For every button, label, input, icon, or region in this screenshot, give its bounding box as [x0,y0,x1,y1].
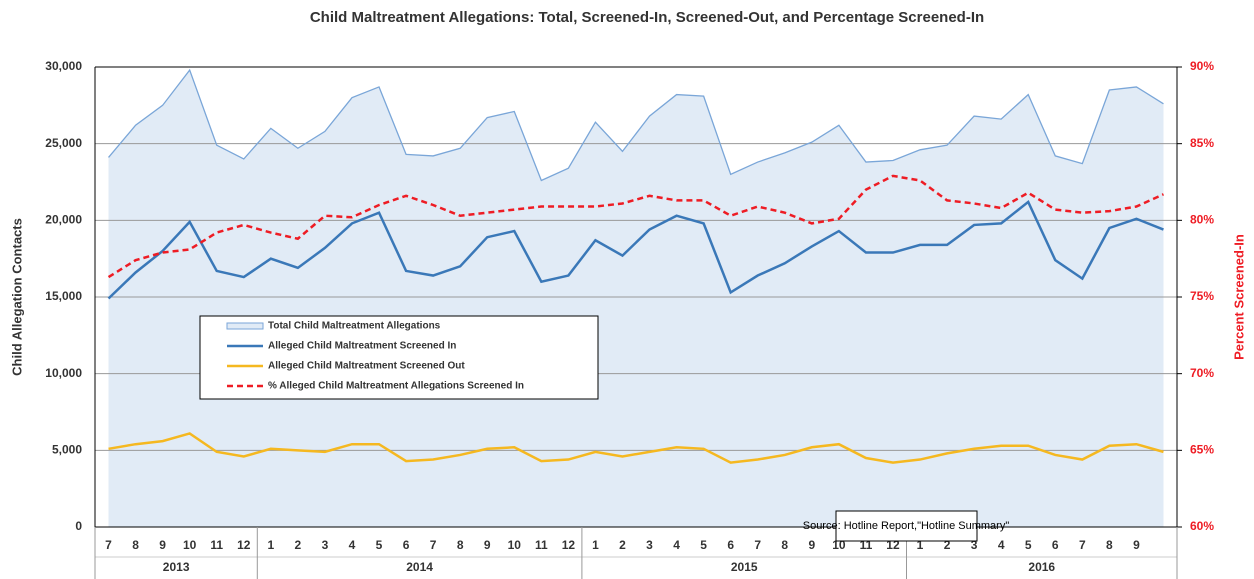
y-tick-label: 30,000 [45,59,82,73]
x-tick-label: 1 [267,538,274,552]
x-tick-label: 1 [917,538,924,552]
legend-label: % Alleged Child Maltreatment Allegations… [268,381,524,392]
x-tick-label: 8 [132,538,139,552]
x-tick-label: 8 [457,538,464,552]
x-tick-label: 8 [781,538,788,552]
x-tick-label: 4 [998,538,1005,552]
legend-swatch [226,322,264,330]
x-tick-label: 12 [237,538,251,552]
group-label: 2014 [406,560,433,574]
group-label: 2016 [1028,560,1055,574]
y2-tick-label: 80% [1190,213,1214,227]
y2-tick-label: 85% [1190,136,1214,150]
x-tick-label: 2 [619,538,626,552]
x-tick-label: 10 [832,538,846,552]
x-tick-label: 4 [673,538,680,552]
y-tick-label: 15,000 [45,289,82,303]
x-tick-label: 10 [183,538,197,552]
x-tick-label: 3 [971,538,978,552]
series-line [107,199,1164,300]
x-tick-label: 7 [430,538,437,552]
series-line [108,432,1164,464]
x-tick-label: 11 [535,538,548,552]
x-tick-label: 7 [105,538,112,552]
x-tick-label: 8 [1106,538,1113,552]
x-tick-label: 6 [1052,538,1059,552]
y2-tick-label: 90% [1190,59,1214,73]
x-tick-label: 2 [295,538,302,552]
y2-axis-label: Percent Screened-In [1231,234,1246,360]
x-tick-label: 5 [1025,538,1032,552]
legend-label: Alleged Child Maltreatment Screened In [268,341,456,352]
legend-box [199,315,599,400]
x-tick-label: 4 [349,538,356,552]
x-tick-label: 9 [484,538,491,552]
x-tick-label: 7 [754,538,761,552]
area-fill [108,70,1164,528]
x-tick-label: 1 [592,538,599,552]
group-label: 2013 [163,560,190,574]
area-outline [108,68,1164,182]
series-line [107,174,1164,279]
legend-label: Alleged Child Maltreatment Screened Out [268,361,465,372]
annotation: Source: Hotline Report,"Hotline Summary" [803,520,1010,532]
y-tick-label: 10,000 [45,366,82,380]
x-tick-label: 7 [1079,538,1086,552]
x-tick-label: 11 [860,538,873,552]
x-tick-label: 10 [508,538,522,552]
y2-tick-label: 65% [1190,443,1214,457]
x-tick-label: 9 [159,538,166,552]
x-tick-label: 12 [886,538,900,552]
legend-label: Total Child Maltreatment Allegations [268,321,441,332]
y2-tick-label: 70% [1190,366,1214,380]
x-tick-label: 3 [322,538,329,552]
y-tick-label: 5,000 [52,443,82,457]
y2-tick-label: 60% [1190,519,1214,533]
y-axis-label: Child Allegation Contacts [9,218,24,376]
x-tick-label: 2 [944,538,951,552]
x-tick-label: 12 [562,538,576,552]
x-tick-label: 6 [403,538,410,552]
y-tick-label: 20,000 [45,213,82,227]
x-tick-label: 5 [700,538,707,552]
annotation-box [835,510,978,542]
chart-title: Child Maltreatment Allegations: Total, S… [310,9,984,26]
x-tick-label: 5 [376,538,383,552]
y-tick-label: 0 [75,519,82,533]
x-tick-label: 9 [808,538,815,552]
y-tick-label: 25,000 [45,136,82,150]
x-tick-label: 9 [1133,538,1140,552]
group-label: 2015 [731,560,758,574]
x-tick-label: 11 [210,538,223,552]
y2-tick-label: 75% [1190,289,1214,303]
x-tick-label: 3 [646,538,653,552]
x-tick-label: 6 [727,538,734,552]
